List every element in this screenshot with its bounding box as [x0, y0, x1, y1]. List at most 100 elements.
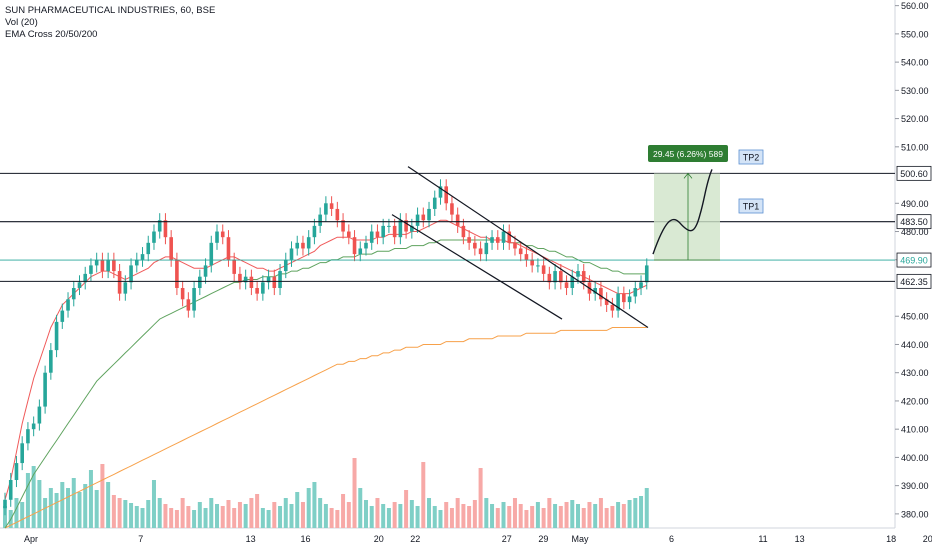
candle-body — [77, 282, 82, 288]
y-tick-label: 560.00 — [901, 1, 929, 11]
candle-body — [364, 242, 368, 249]
candle-body — [404, 220, 408, 232]
candle-body — [117, 271, 122, 294]
candle-body — [175, 259, 179, 288]
x-tick-label: 18 — [886, 534, 896, 544]
y-tick-label: 430.00 — [901, 368, 929, 378]
channel-upper-line — [407, 166, 649, 329]
candle-body — [100, 259, 105, 272]
volume-bar — [37, 480, 42, 528]
candle-body — [324, 203, 328, 215]
volume-bar — [83, 484, 88, 528]
volume-bar — [524, 510, 529, 528]
target-box — [654, 173, 720, 261]
candle-body — [203, 265, 208, 277]
candle-body — [301, 242, 305, 249]
x-tick-label: Apr — [24, 534, 38, 544]
y-tick-label: 530.00 — [901, 86, 929, 96]
candle-body — [157, 220, 162, 232]
volume-bar — [598, 498, 603, 528]
candle-body — [467, 237, 471, 243]
volume-bar — [312, 482, 317, 528]
volume-bar — [535, 502, 540, 528]
volume-bar — [100, 464, 105, 528]
candle-body — [123, 282, 128, 294]
candle-body — [249, 276, 254, 288]
volume-bar — [621, 504, 626, 528]
volume-bar — [232, 508, 237, 528]
candle-body — [484, 242, 489, 255]
volume-bar — [484, 498, 489, 528]
volume-bar — [421, 462, 426, 528]
x-tick-label: 22 — [410, 534, 420, 544]
volume-bar — [438, 510, 443, 528]
candle-body — [232, 259, 236, 274]
target-arrow-head — [683, 172, 693, 179]
candle-body — [37, 406, 42, 424]
candle-body — [581, 271, 586, 283]
candle-body — [238, 273, 242, 283]
candle-body — [473, 242, 477, 249]
candle-body — [604, 299, 609, 305]
volume-bar — [289, 504, 294, 528]
y-tick-label: 400.00 — [901, 453, 929, 463]
candle-body — [450, 203, 454, 215]
legend-volume: Vol (20) — [5, 17, 38, 28]
volume-bar — [576, 504, 580, 528]
target-label: 29.45 (6.26%) 589 — [653, 149, 723, 159]
candle-body — [347, 231, 351, 238]
candle-body — [112, 259, 116, 272]
volume-bar — [346, 502, 351, 528]
volume-bar — [472, 500, 477, 528]
volume-bar — [266, 510, 271, 528]
volume-bar — [306, 488, 311, 528]
volume-bar — [541, 508, 546, 528]
volume-bar — [644, 488, 649, 528]
candle-body — [220, 231, 225, 238]
tp-label-box — [738, 198, 764, 214]
candle-body — [444, 186, 449, 204]
price-level-tag — [896, 165, 932, 181]
volume-bar — [260, 508, 265, 528]
volume-bar — [610, 506, 615, 528]
x-tick-label: May — [571, 534, 589, 544]
volume-bar — [88, 470, 93, 528]
volume-bar — [512, 498, 517, 528]
volume-bar — [404, 490, 409, 528]
volume-bar — [140, 508, 145, 528]
candle-body — [536, 265, 540, 267]
candle-body — [186, 299, 191, 311]
volume-bar — [255, 494, 260, 528]
candle-body — [432, 197, 437, 209]
y-tick-label: 480.00 — [901, 227, 929, 237]
candle-body — [410, 225, 414, 232]
candle-body — [387, 225, 391, 227]
candle-body — [421, 214, 426, 221]
volume-bar — [507, 506, 512, 528]
volume-bar — [593, 504, 598, 528]
volume-bar — [272, 502, 277, 528]
volume-bar — [381, 504, 386, 528]
volume-bar — [197, 502, 202, 528]
volume-bar — [627, 500, 632, 528]
candle-body — [306, 237, 311, 249]
volume-bar — [478, 468, 483, 528]
candle-body — [513, 242, 517, 249]
volume-bar — [180, 498, 185, 528]
volume-bar — [369, 506, 374, 528]
volume-bar — [134, 506, 139, 528]
candle-body — [152, 231, 156, 243]
candle-body — [524, 254, 529, 260]
price-level-tag — [896, 252, 932, 268]
y-tick-label: 380.00 — [901, 509, 929, 519]
candle-body — [329, 203, 334, 209]
volume-bar — [495, 508, 500, 528]
candle-body — [541, 265, 546, 274]
y-tick-label: 520.00 — [901, 114, 929, 124]
candle-body — [461, 225, 466, 238]
channel-lower-line — [391, 214, 563, 320]
volume-bar — [14, 498, 19, 528]
candle-body — [272, 276, 277, 288]
